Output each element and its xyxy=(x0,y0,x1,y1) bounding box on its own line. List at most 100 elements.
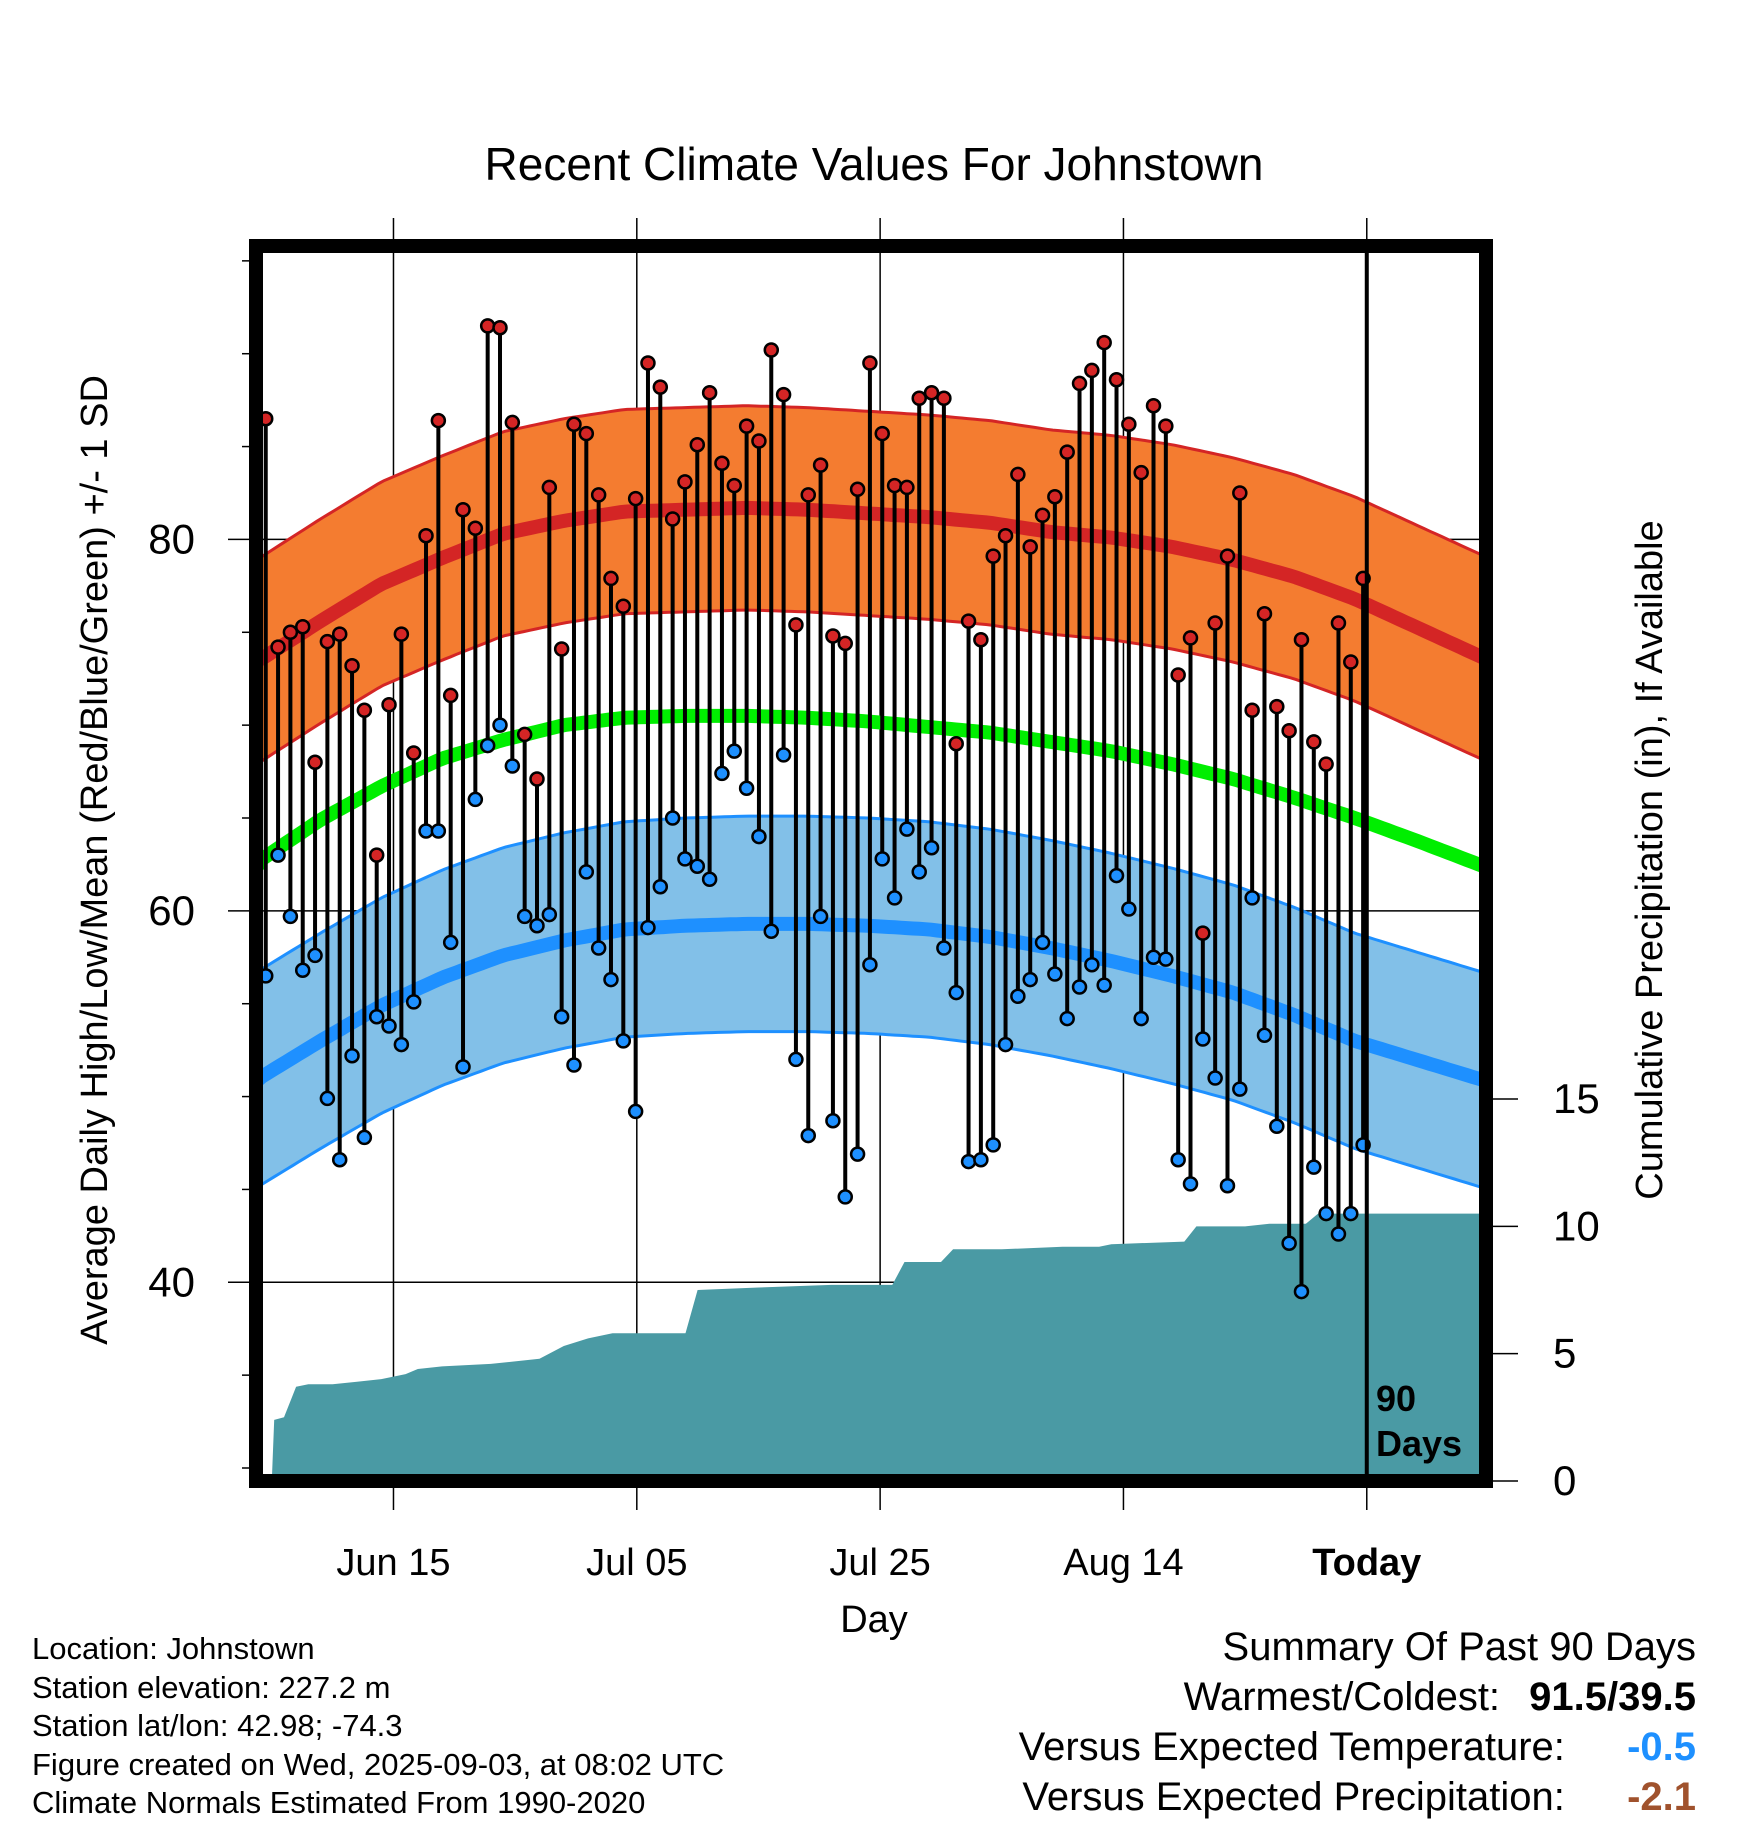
daily-low-dot xyxy=(541,906,558,923)
daily-low-dot xyxy=(1232,1081,1248,1097)
daily-low-dot xyxy=(492,717,508,733)
daily-high-dot xyxy=(615,598,632,615)
precip-label: Versus Expected Precipitation: xyxy=(1022,1775,1565,1819)
daily-high-dot xyxy=(985,548,1001,564)
low-band-lower-edge xyxy=(256,1030,1486,1191)
daily-low-dot xyxy=(923,839,940,856)
daily-high-dot xyxy=(492,319,508,336)
daily-low-dot xyxy=(307,947,323,964)
daily-low-dot xyxy=(553,1008,570,1025)
daily-high-dot xyxy=(1121,416,1137,433)
daily-low-dot xyxy=(997,1036,1014,1053)
daily-low-dot xyxy=(356,1129,373,1146)
daily-low-dot xyxy=(442,934,459,951)
daily-low-dot xyxy=(479,737,496,754)
daily-high-dot xyxy=(479,318,496,334)
daily-low-dot xyxy=(1293,1283,1310,1300)
daily-high-dot xyxy=(1145,397,1162,414)
tick-labels: Jun 15 Jul 05 Jul 25 Aug 14 Today 40 60 80 0 5 10 1… xyxy=(148,515,1599,1584)
daily-high-dot xyxy=(1343,654,1359,670)
daily-low-dot xyxy=(874,851,890,867)
figure-created: Figure created on Wed, 2025-09-03, at 08… xyxy=(32,1746,725,1782)
precipitation-area xyxy=(259,1213,1486,1481)
daily-low-dot xyxy=(1182,1176,1199,1192)
daily-high-dot xyxy=(1256,605,1273,622)
daily-high-dot xyxy=(1071,375,1088,392)
daily-high-dot xyxy=(899,479,915,496)
daily-low-dot xyxy=(1022,971,1038,988)
daily-low-dot xyxy=(1219,1177,1236,1194)
daily-high-dot xyxy=(270,639,286,655)
daily-low-dot xyxy=(1269,1118,1285,1135)
y-axis-label-right: Cumulative Precipitation (in), If Availa… xyxy=(1629,520,1671,1199)
y-left-tick-label: 40 xyxy=(148,1258,195,1305)
y-right-tick-label: 5 xyxy=(1553,1330,1576,1377)
daily-high-dot xyxy=(294,618,311,635)
daily-high-dot xyxy=(1096,334,1112,351)
daily-low-dot xyxy=(467,791,484,808)
daily-low-dot xyxy=(627,1103,644,1120)
daily-low-dot xyxy=(862,956,878,973)
summary-precip-row: Versus Expected Precipitation: -2.1 xyxy=(1019,1772,1696,1822)
daily-high-dot xyxy=(529,771,545,787)
daily-low-dot xyxy=(812,908,829,925)
daily-low-dot xyxy=(344,1047,360,1064)
y-right-tick-label: 0 xyxy=(1553,1457,1576,1504)
daily-high-dot xyxy=(1219,548,1236,564)
daily-low-dot xyxy=(603,971,619,988)
daily-low-dot xyxy=(825,1112,841,1129)
daily-high-dot xyxy=(1207,615,1223,631)
daily-high-dot xyxy=(911,390,927,407)
daily-low-dot xyxy=(1096,977,1112,993)
daily-high-dot xyxy=(714,455,730,472)
climate-normals-note: Climate Normals Estimated From 1990-2020 xyxy=(32,1785,646,1820)
daily-high-dot xyxy=(553,641,570,657)
daily-low-dot xyxy=(1195,1031,1211,1047)
daily-low-dot xyxy=(973,1151,989,1168)
daily-high-dot xyxy=(1330,615,1347,631)
daily-high-dot xyxy=(960,613,977,629)
daily-low-dot xyxy=(899,821,915,837)
daily-high-dot xyxy=(664,511,681,527)
daily-low-dot xyxy=(1133,1010,1149,1027)
daily-high-dot xyxy=(418,527,434,544)
daily-high-dot xyxy=(282,624,299,641)
cumulative-precip-area xyxy=(259,1213,1486,1481)
daily-high-dot xyxy=(1195,925,1211,941)
summary-temp-row: Versus Expected Temperature: -0.5 xyxy=(1019,1722,1696,1772)
daily-high-dot xyxy=(356,702,373,719)
daily-high-dot xyxy=(1244,702,1260,719)
marker-label-days: Days xyxy=(1376,1423,1462,1464)
daily-high-dot xyxy=(1034,507,1051,524)
x-tick-label: Aug 14 xyxy=(1063,1542,1183,1584)
station-elevation: Station elevation: 227.2 m xyxy=(32,1669,391,1705)
x-tick-label: Jun 15 xyxy=(336,1542,450,1584)
daily-high-dot xyxy=(504,414,521,431)
daily-high-dot xyxy=(973,631,989,648)
daily-low-dot xyxy=(1306,1159,1322,1175)
daily-low-dot xyxy=(1318,1205,1334,1222)
daily-low-dot xyxy=(1343,1205,1359,1222)
daily-high-dot xyxy=(1047,488,1063,505)
daily-high-dot xyxy=(640,355,656,371)
daily-low-dot xyxy=(381,1018,397,1034)
daily-low-dot xyxy=(1158,951,1174,967)
y-left-tick-label: 60 xyxy=(148,887,195,934)
daily-low-dot xyxy=(1281,1235,1297,1252)
daily-low-dot xyxy=(566,1057,582,1073)
daily-high-dot xyxy=(726,477,743,494)
daily-high-dot xyxy=(874,425,890,442)
daily-high-dot xyxy=(936,390,952,407)
daily-high-dot xyxy=(467,520,484,537)
daily-low-dot xyxy=(1244,890,1260,906)
daily-high-dot xyxy=(381,696,397,713)
daily-high-dot xyxy=(1182,630,1199,646)
daily-high-dot xyxy=(516,726,533,743)
temp-value: -0.5 xyxy=(1627,1725,1696,1769)
daily-low-dot xyxy=(1256,1027,1273,1044)
daily-low-dot xyxy=(331,1151,348,1168)
daily-high-dot xyxy=(578,425,595,442)
daily-high-dot xyxy=(812,457,829,473)
daily-high-dot xyxy=(344,657,360,674)
daily-low-dot xyxy=(837,1189,854,1205)
